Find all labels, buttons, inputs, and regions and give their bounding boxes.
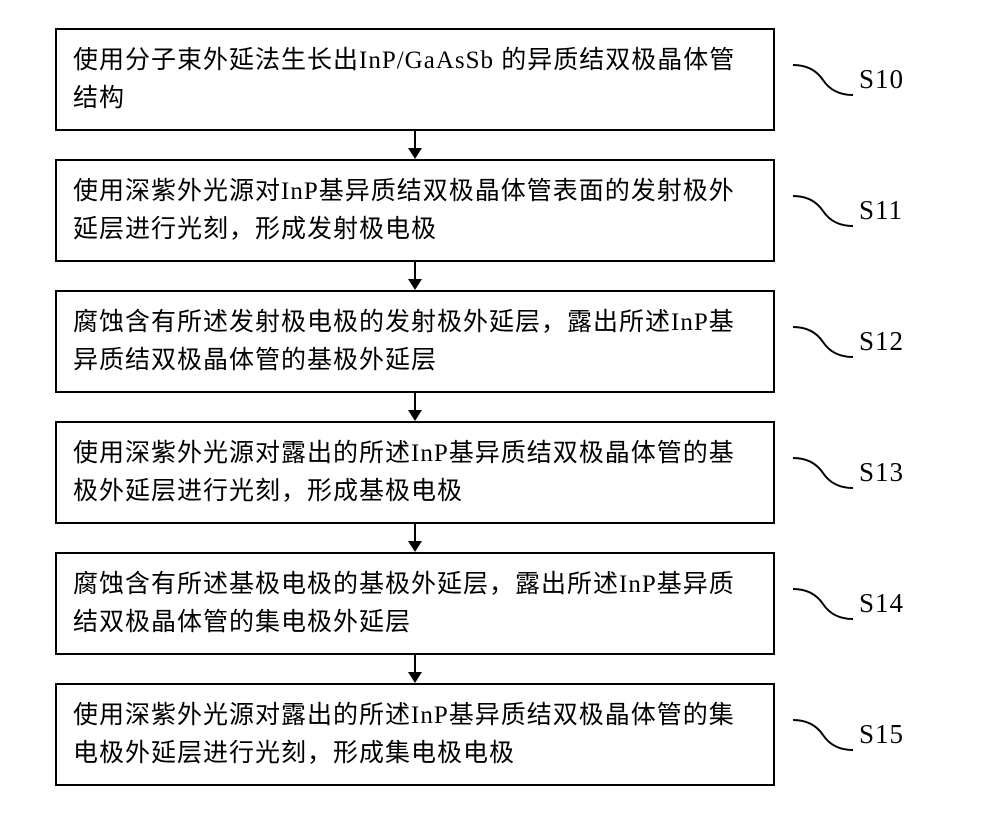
step-label-col: S15 (793, 716, 904, 754)
step-box-s10: 使用分子束外延法生长出InP/GaAsSb 的异质结双极晶体管结构 (55, 28, 775, 131)
step-text: 使用深紫外光源对露出的所述InP基异质结双极晶体管的基极外延层进行光刻，形成基极… (73, 440, 735, 505)
step-row: 使用分子束外延法生长出InP/GaAsSb 的异质结双极晶体管结构 S10 (55, 28, 1000, 131)
step-label-col: S12 (793, 323, 904, 361)
label-curve (793, 716, 853, 754)
arrow (55, 131, 775, 159)
label-curve (793, 585, 853, 623)
arrow (55, 262, 775, 290)
step-label: S11 (859, 195, 903, 226)
step-box-s12: 腐蚀含有所述发射极电极的发射极外延层，露出所述InP基异质结双极晶体管的基极外延… (55, 290, 775, 393)
step-row: 腐蚀含有所述基极电极的基极外延层，露出所述InP基异质结双极晶体管的集电极外延层… (55, 552, 1000, 655)
step-row: 使用深紫外光源对露出的所述InP基异质结双极晶体管的集电极外延层进行光刻，形成集… (55, 683, 1000, 786)
step-box-s14: 腐蚀含有所述基极电极的基极外延层，露出所述InP基异质结双极晶体管的集电极外延层 (55, 552, 775, 655)
step-row: 腐蚀含有所述发射极电极的发射极外延层，露出所述InP基异质结双极晶体管的基极外延… (55, 290, 1000, 393)
step-label: S12 (859, 326, 904, 357)
label-curve (793, 323, 853, 361)
step-label-col: S11 (793, 192, 903, 230)
step-row: 使用深紫外光源对露出的所述InP基异质结双极晶体管的基极外延层进行光刻，形成基极… (55, 421, 1000, 524)
step-text: 腐蚀含有所述基极电极的基极外延层，露出所述InP基异质结双极晶体管的集电极外延层 (73, 571, 735, 636)
step-text: 使用深紫外光源对InP基异质结双极晶体管表面的发射极外延层进行光刻，形成发射极电… (73, 178, 735, 243)
arrow (55, 524, 775, 552)
step-label: S15 (859, 719, 904, 750)
step-text: 使用分子束外延法生长出InP/GaAsSb 的异质结双极晶体管结构 (73, 47, 735, 112)
arrow (55, 393, 775, 421)
step-label-col: S14 (793, 585, 904, 623)
step-box-s15: 使用深紫外光源对露出的所述InP基异质结双极晶体管的集电极外延层进行光刻，形成集… (55, 683, 775, 786)
step-text: 腐蚀含有所述发射极电极的发射极外延层，露出所述InP基异质结双极晶体管的基极外延… (73, 309, 735, 374)
step-label: S10 (859, 64, 904, 95)
label-curve (793, 192, 853, 230)
step-text: 使用深紫外光源对露出的所述InP基异质结双极晶体管的集电极外延层进行光刻，形成集… (73, 702, 735, 767)
step-row: 使用深紫外光源对InP基异质结双极晶体管表面的发射极外延层进行光刻，形成发射极电… (55, 159, 1000, 262)
arrow (55, 655, 775, 683)
step-label: S14 (859, 588, 904, 619)
step-label-col: S13 (793, 454, 904, 492)
label-curve (793, 61, 853, 99)
label-curve (793, 454, 853, 492)
flowchart-container: 使用分子束外延法生长出InP/GaAsSb 的异质结双极晶体管结构 S10 使用… (0, 0, 1000, 786)
step-box-s11: 使用深紫外光源对InP基异质结双极晶体管表面的发射极外延层进行光刻，形成发射极电… (55, 159, 775, 262)
step-label: S13 (859, 457, 904, 488)
step-label-col: S10 (793, 61, 904, 99)
step-box-s13: 使用深紫外光源对露出的所述InP基异质结双极晶体管的基极外延层进行光刻，形成基极… (55, 421, 775, 524)
